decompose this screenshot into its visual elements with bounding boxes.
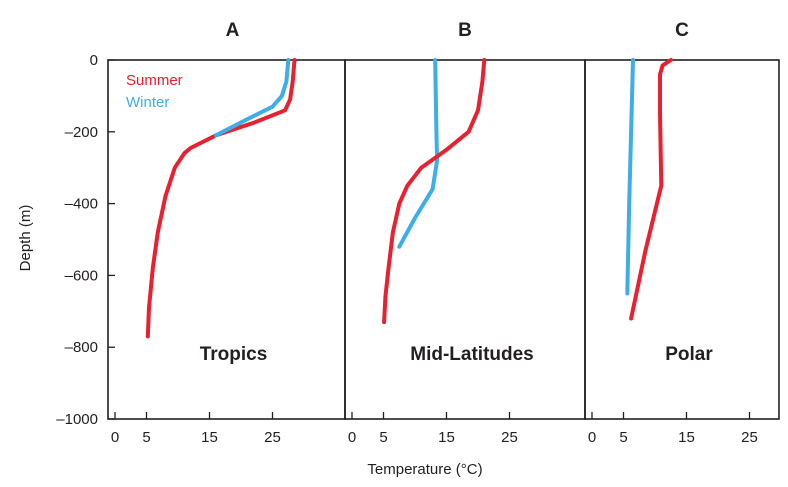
region-label: Tropics [200,344,268,365]
y-tick-label: –200 [65,124,98,141]
series-line-summer [382,58,487,325]
panel-frame [344,59,586,420]
x-tick-label: 5 [619,429,627,446]
legend-entry-winter: Winter [126,94,169,111]
y-tick-label: –400 [65,196,98,213]
series-line-summer [629,58,673,321]
panel-letter: C [675,20,689,41]
x-tick-label: 15 [201,429,218,446]
y-axis: 0 –200 –400 –600 –800 –1000 [56,52,115,428]
y-tick-label: –600 [65,267,98,284]
x-tick-label: 0 [111,429,119,446]
x-tick-label: 5 [142,429,150,446]
region-label: Polar [665,344,713,365]
region-label: Mid-Latitudes [410,344,534,365]
y-tick-label: 0 [90,52,98,69]
panel-a: A Tropics 0 5 15 25 [107,20,346,446]
y-axis-title: Depth (m) [17,205,34,272]
y-tick-label: –1000 [56,411,98,428]
panel-frame [107,59,346,420]
series-line-winter [397,58,440,249]
x-axis-title: Temperature (°C) [367,461,482,478]
x-tick-label: 15 [678,429,695,446]
x-tick-label: 25 [501,429,518,446]
x-tick-label: 25 [264,429,281,446]
panels-layer: A Tropics 0 5 15 25 B Mid-Latitudes 0 5 15 25 C Polar… [107,20,780,446]
x-tick-label: 25 [741,429,758,446]
legend-entry-summer: Summer [126,72,183,89]
x-tick-label: 15 [438,429,455,446]
panel-letter: A [226,20,240,41]
series-line-summer [145,58,297,339]
series-line-winter [625,58,635,296]
x-tick-label: 0 [348,429,356,446]
y-tick-label: –800 [65,339,98,356]
series-line-winter [213,58,291,138]
panel-c: C Polar 0 5 15 25 [584,20,780,446]
panel-b: B Mid-Latitudes 0 5 15 25 [344,20,586,446]
panel-frame [584,59,780,420]
panel-letter: B [458,20,472,41]
x-tick-label: 5 [379,429,387,446]
x-tick-label: 0 [588,429,596,446]
legend: Summer Winter [126,72,183,111]
